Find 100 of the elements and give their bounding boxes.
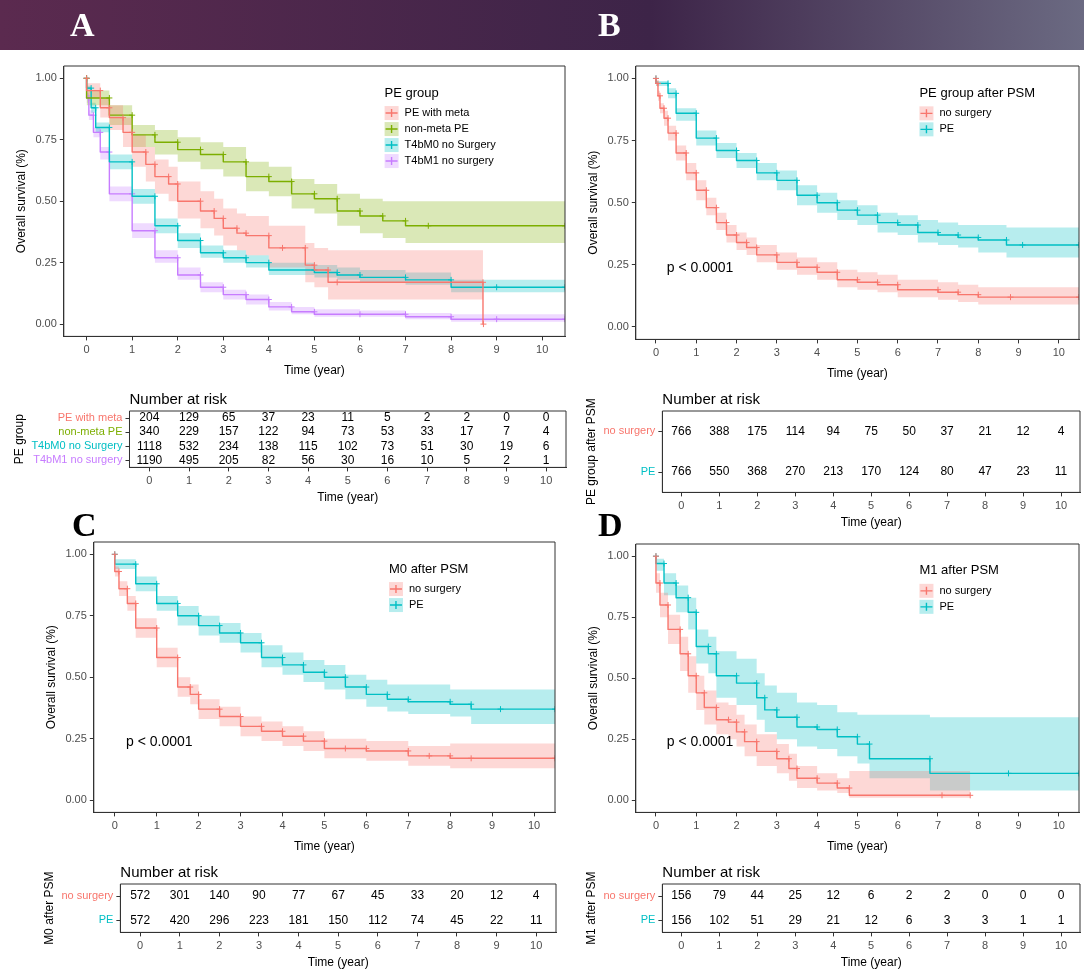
data-label: 75 — [864, 423, 879, 438]
x-tick-label: 7 — [405, 819, 412, 832]
y-tick-label: no surgery — [603, 889, 656, 902]
data-label: 74 — [410, 912, 425, 927]
data-label: 495 — [179, 452, 200, 467]
x-tick-label: 9 — [1019, 939, 1027, 952]
x-tick-label: 1 — [185, 474, 193, 487]
x-tick-label: 0 — [146, 474, 153, 487]
data-label: 12 — [826, 888, 841, 903]
data-label: 140 — [209, 888, 230, 903]
x-tick-label: 8 — [982, 939, 989, 952]
x-tick-label: 8 — [975, 819, 982, 832]
legend-label: T4bM1 no surgery — [404, 154, 495, 167]
y-axis-title: Overall survival (%) — [585, 626, 600, 731]
data-label: 1 — [1057, 912, 1065, 927]
x-tick-label: 3 — [773, 346, 780, 359]
y-tick-label: PE — [640, 913, 656, 926]
data-label: 77 — [291, 888, 306, 903]
data-label: 50 — [902, 423, 917, 438]
chart-title: D — [598, 506, 623, 544]
x-tick-label: 6 — [906, 939, 913, 952]
x-tick-label: 7 — [424, 474, 431, 487]
x-tick-label: 7 — [414, 939, 421, 952]
data-label: 129 — [179, 410, 200, 425]
y-axis-title: PE group — [11, 413, 26, 465]
data-label: 572 — [130, 888, 151, 903]
y-axis-title: PE group after PSM — [583, 398, 598, 506]
x-tick-label: 0 — [678, 939, 685, 952]
x-tick-label: 4 — [814, 346, 821, 359]
data-label: 205 — [218, 452, 240, 467]
chart-title: Number at risk — [662, 389, 761, 407]
x-tick-label: 6 — [363, 819, 370, 832]
data-label: 112 — [368, 912, 388, 927]
data-label: 90 — [252, 888, 266, 903]
legend-label: no surgery — [408, 582, 462, 595]
data-label: 102 — [337, 438, 359, 453]
y-tick-label: non-meta PE — [58, 425, 123, 438]
data-label: 12 — [864, 912, 879, 927]
data-label: 157 — [218, 424, 240, 439]
y-tick-label: 0.50 — [607, 195, 629, 208]
x-tick-label: 0 — [83, 343, 90, 356]
data-label: 572 — [130, 912, 151, 927]
y-tick-label: 0.25 — [607, 257, 629, 270]
data-label: 30 — [341, 452, 355, 467]
x-axis-title: Time (year) — [826, 839, 888, 854]
y-tick-label: 0.50 — [35, 194, 57, 207]
x-tick-label: 2 — [195, 819, 202, 832]
data-label: 766 — [671, 423, 692, 438]
y-tick-label: 0.00 — [607, 320, 629, 332]
x-tick-label: 4 — [814, 819, 821, 832]
data-label: 766 — [671, 464, 692, 479]
x-tick-label: 3 — [255, 939, 263, 952]
legend-label: T4bM0 no Surgery — [404, 138, 497, 151]
data-label: 51 — [420, 438, 435, 453]
x-tick-label: 9 — [493, 939, 500, 952]
data-label: 223 — [248, 912, 270, 927]
x-tick-label: 4 — [830, 939, 837, 952]
y-tick-label: 1.00 — [65, 547, 87, 560]
legend-title: M0 after PSM — [388, 560, 469, 576]
x-tick-label: 6 — [374, 939, 381, 952]
data-label: 73 — [380, 438, 395, 453]
data-label: 45 — [450, 912, 464, 927]
x-tick-label: 1 — [129, 343, 136, 356]
x-tick-label: 8 — [975, 346, 982, 359]
x-tick-label: 1 — [176, 939, 183, 952]
data-label: 1118 — [136, 438, 163, 453]
y-tick-label: 0.75 — [35, 132, 57, 145]
data-label: 80 — [940, 464, 955, 479]
data-label: 368 — [747, 464, 768, 479]
data-label: 37 — [261, 410, 276, 425]
data-label: 550 — [709, 464, 730, 479]
data-label: 33 — [410, 888, 425, 903]
data-label: 21 — [978, 423, 993, 438]
legend-label: PE with meta — [404, 106, 471, 119]
y-tick-label: 0.50 — [607, 671, 629, 684]
y-tick-label: 0.00 — [35, 317, 57, 330]
data-label: 10 — [420, 452, 435, 467]
data-label: 29 — [788, 912, 803, 927]
y-tick-label: T4bM0 no Surgery — [31, 439, 123, 452]
data-label: 170 — [861, 464, 882, 479]
x-tick-label: 1 — [153, 819, 160, 832]
y-tick-label: 0.75 — [607, 610, 629, 623]
data-label: 124 — [899, 464, 920, 479]
data-label: 12 — [489, 888, 504, 903]
x-tick-label: 1 — [716, 939, 723, 952]
data-label: 30 — [460, 438, 474, 453]
x-tick-label: 2 — [216, 939, 223, 952]
x-tick-label: 2 — [733, 819, 740, 832]
chart-title: Number at risk — [129, 389, 228, 407]
data-label: 23 — [1016, 464, 1031, 479]
data-label: 73 — [341, 424, 355, 439]
data-label: 2 — [905, 888, 913, 903]
x-tick-label: 4 — [279, 819, 286, 832]
data-label: 420 — [169, 912, 191, 927]
data-label: 51 — [750, 912, 765, 927]
y-tick-label: T4bM1 no surgery — [33, 453, 123, 466]
x-tick-label: 5 — [311, 343, 318, 356]
x-tick-label: 10 — [527, 819, 541, 832]
data-label: 20 — [450, 888, 464, 903]
legend-label: PE — [939, 599, 955, 612]
